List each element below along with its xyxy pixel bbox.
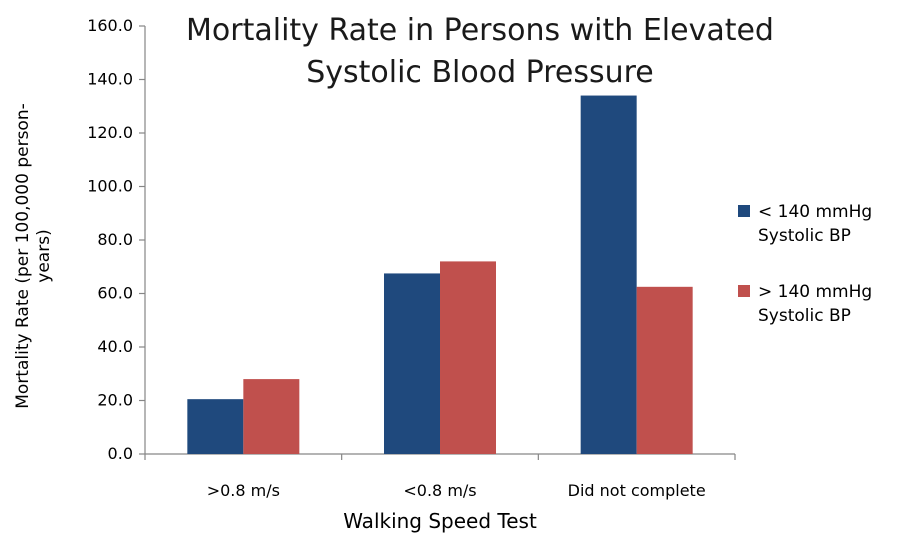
bar-series-2-3 <box>636 286 693 454</box>
legend-swatch-series-1 <box>738 205 750 217</box>
y-axis-label: Mortality Rate (per 100,000 person- year… <box>13 26 55 486</box>
legend-item-series-2: > 140 mmHg Systolic BP <box>738 280 898 332</box>
y-tick-label: 140.0 <box>87 70 133 89</box>
x-axis-label: Walking Speed Test <box>343 509 537 533</box>
legend-label-series-2-line-1: > 140 mmHg <box>758 282 873 302</box>
legend-label-series-1-line-1: < 140 mmHg <box>758 202 873 222</box>
y-tick-label: 120.0 <box>87 123 133 142</box>
legend-label-series-2: > 140 mmHg Systolic BP <box>758 280 898 328</box>
x-tick-label: Did not complete <box>568 481 706 500</box>
legend-label-series-1-line-2: Systolic BP <box>758 226 851 246</box>
legend-item-series-1: < 140 mmHg Systolic BP <box>738 200 898 252</box>
y-tick-label: 20.0 <box>97 391 133 410</box>
y-tick-label: 160.0 <box>87 16 133 35</box>
legend-swatch-series-2 <box>738 285 750 297</box>
y-tick-label: 80.0 <box>97 230 133 249</box>
y-axis-label-line-2: years) <box>34 229 54 283</box>
chart-title-line-1: Mortality Rate in Persons with Elevated <box>186 13 774 48</box>
chart-title-line-2: Systolic Blood Pressure <box>306 55 654 90</box>
y-tick-label: 0.0 <box>108 444 133 463</box>
bar-series-1-3 <box>580 95 637 455</box>
legend-label-series-1: < 140 mmHg Systolic BP <box>758 200 898 248</box>
bar-series-2-1 <box>243 379 300 454</box>
legend: < 140 mmHg Systolic BP > 140 mmHg Systol… <box>738 200 898 360</box>
chart-title: Mortality Rate in Persons with Elevated … <box>130 10 830 94</box>
y-tick-label: 60.0 <box>97 284 133 303</box>
bar-series-1-1 <box>187 399 244 454</box>
y-tick-label: 100.0 <box>87 177 133 196</box>
bar-series-1-2 <box>384 273 440 454</box>
x-tick-label: <0.8 m/s <box>403 481 476 500</box>
y-axis-label-line-1: Mortality Rate (per 100,000 person- <box>13 103 33 409</box>
legend-label-series-2-line-2: Systolic BP <box>758 306 851 326</box>
y-tick-label: 40.0 <box>97 337 133 356</box>
x-tick-label: >0.8 m/s <box>207 481 280 500</box>
bar-series-2-2 <box>440 261 496 454</box>
